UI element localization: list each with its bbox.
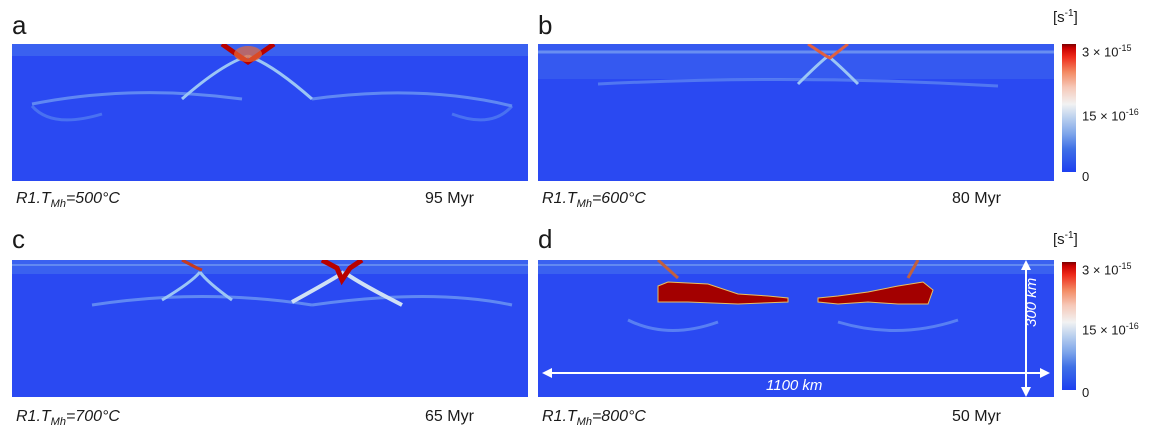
panel-b: b R1.TMh=600°C 80 Myr [538, 12, 1058, 212]
colorbar-top [1062, 44, 1076, 172]
strain-rate-field-d [538, 260, 1054, 397]
panel-time: 80 Myr [952, 190, 1001, 207]
panel-c: c R1.TMh=700°C 65 Myr [12, 224, 532, 429]
colorbar-mid-label: 15 × 10-16 [1082, 107, 1139, 124]
colorbar-mid-label: 15 × 10-16 [1082, 321, 1139, 338]
width-dimension-label: 1100 km [766, 377, 823, 394]
panel-letter: d [538, 224, 553, 254]
panel-time: 95 Myr [425, 190, 474, 207]
panel-d: d R1.TMh=800°C 50 Myr 1100 km 300 km [538, 224, 1058, 429]
panel-a: a R1.TMh=500°C 95 Myr [12, 12, 532, 212]
depth-dimension-label: 300 km [1023, 277, 1040, 327]
colorbar-min-label: 0 [1082, 385, 1090, 400]
colorbar-bottom [1062, 262, 1076, 390]
panel-time: 50 Myr [952, 408, 1001, 425]
strain-rate-field-b [538, 44, 1054, 181]
panel-caption: R1.TMh=600°C [542, 190, 646, 211]
colorbar-unit-top: [s-1] [1053, 8, 1078, 26]
panel-caption: R1.TMh=500°C [16, 190, 120, 211]
colorbar-unit-bottom: [s-1] [1053, 230, 1078, 248]
colorbar-min-label: 0 [1082, 169, 1090, 184]
panel-caption: R1.TMh=800°C [542, 408, 646, 429]
panel-letter: c [12, 224, 25, 254]
panel-time: 65 Myr [425, 408, 474, 425]
strain-rate-field-c [12, 260, 528, 397]
panel-letter: a [12, 10, 27, 40]
colorbar-max-label: 3 × 10-15 [1082, 261, 1132, 278]
colorbar-max-label: 3 × 10-15 [1082, 43, 1132, 60]
dimension-arrows [542, 260, 1050, 397]
panel-caption: R1.TMh=700°C [16, 408, 120, 429]
panel-letter: b [538, 10, 553, 40]
strain-rate-field-a [12, 44, 528, 181]
